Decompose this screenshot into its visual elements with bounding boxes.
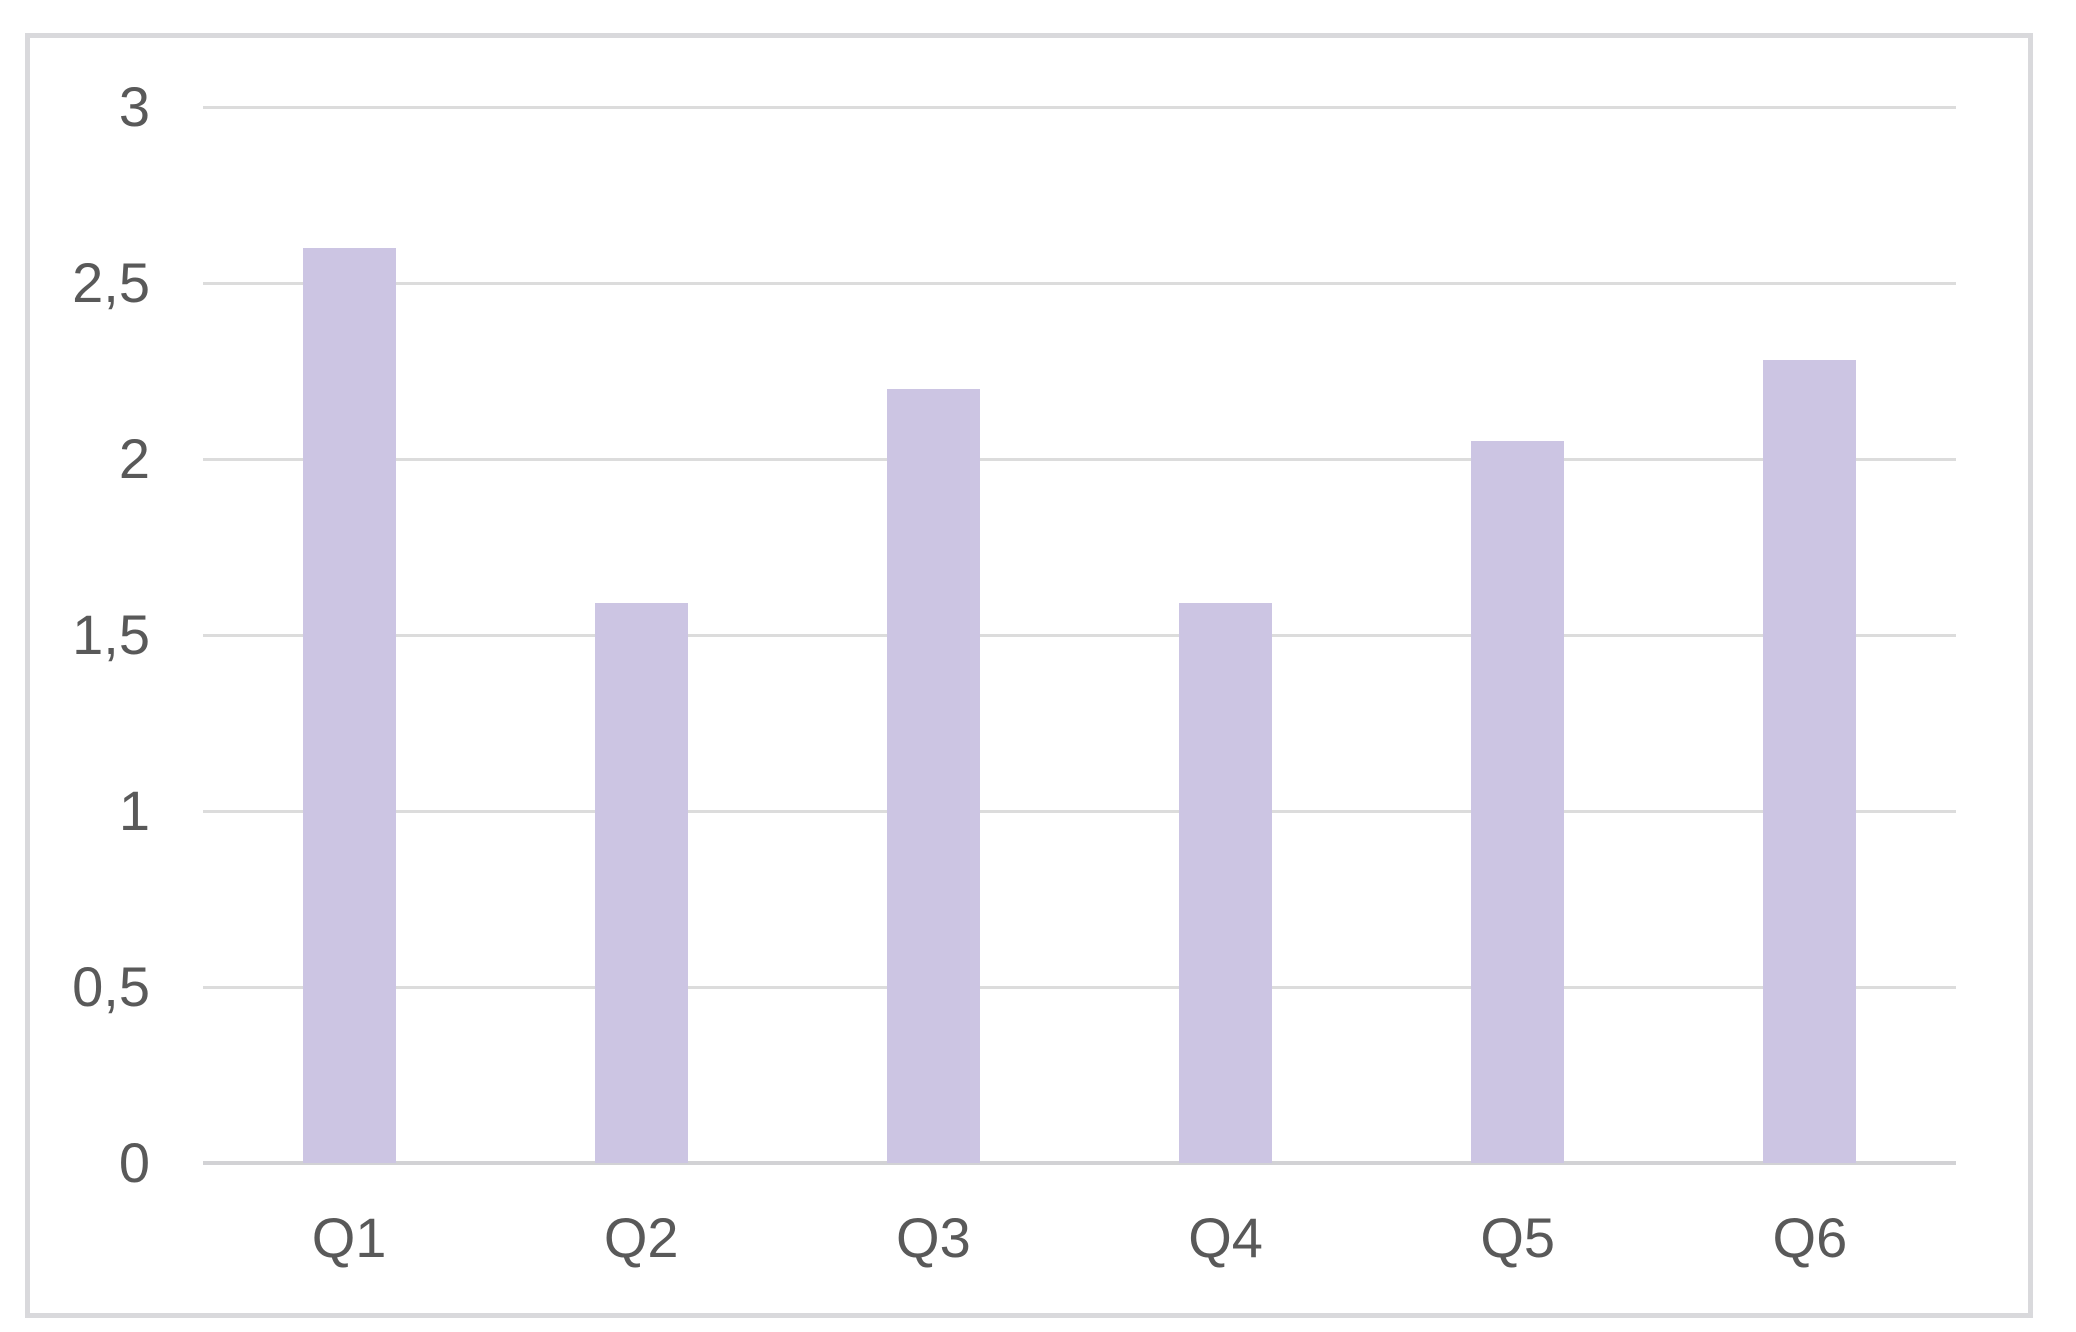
y-axis-tick-label: 2,5	[72, 251, 150, 314]
x-axis-line	[203, 1161, 1956, 1165]
plot-area	[203, 105, 1956, 1165]
x-axis-category-label: Q6	[1772, 1206, 1848, 1269]
bar-q3	[886, 388, 980, 1163]
gridline	[203, 105, 1956, 109]
y-axis-tick-label: 1	[118, 779, 150, 842]
bar-q1	[302, 247, 396, 1163]
y-axis-tick-label: 0,5	[72, 955, 150, 1018]
gridline	[203, 809, 1956, 813]
x-axis-category-label: Q4	[1188, 1206, 1263, 1269]
y-axis-tick-label: 2	[118, 427, 150, 490]
gridline	[203, 985, 1956, 989]
bar-q2	[594, 603, 688, 1163]
gridline	[203, 457, 1956, 461]
gridline	[203, 281, 1956, 285]
gridline	[203, 633, 1956, 637]
x-axis-category-label: Q2	[603, 1206, 679, 1269]
bar-q5	[1471, 441, 1565, 1163]
bar-q4	[1179, 603, 1273, 1163]
y-axis-tick-label: 3	[118, 75, 150, 138]
y-axis-tick-label: 1,5	[72, 603, 150, 666]
x-axis-category-label: Q5	[1480, 1206, 1556, 1269]
x-axis-category-label: Q1	[311, 1206, 387, 1269]
y-axis-tick-label: 0	[118, 1131, 150, 1194]
bar-q6	[1763, 360, 1857, 1163]
x-axis-category-label: Q3	[896, 1206, 971, 1269]
